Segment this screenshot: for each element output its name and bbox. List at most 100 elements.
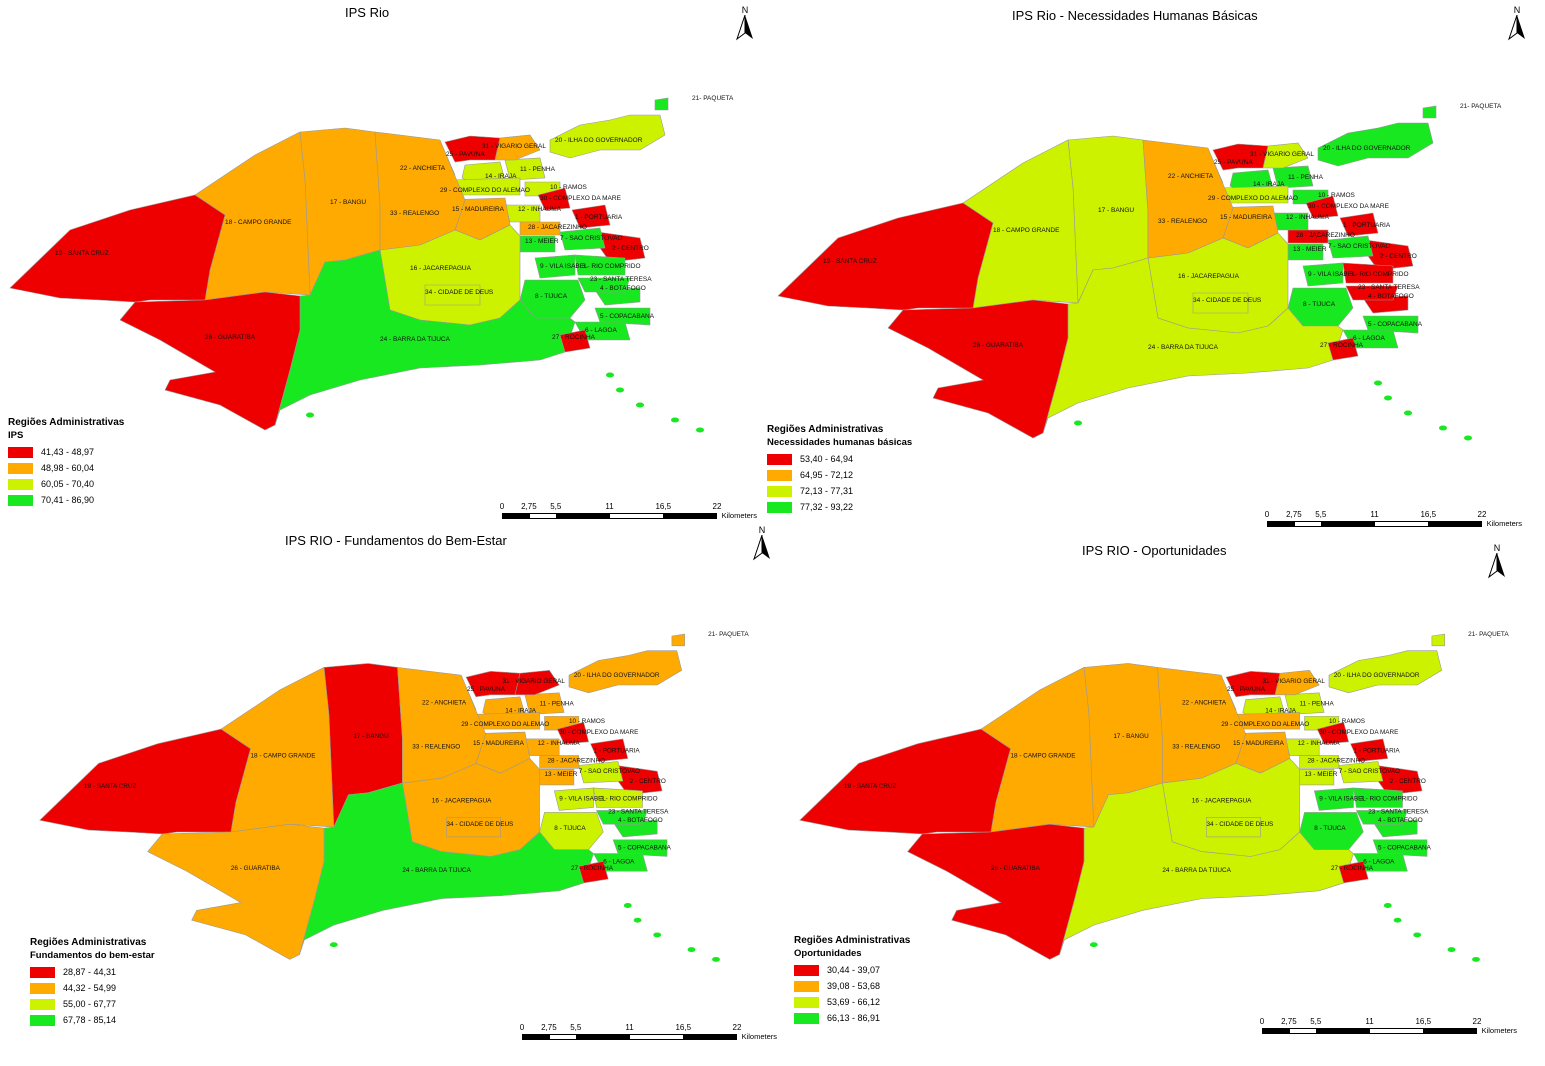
- scale-unit: Kilometers: [721, 511, 757, 520]
- region-label-3: 3 - RIO COMPRIDO: [582, 263, 641, 270]
- region-7: [1327, 235, 1374, 259]
- region-label-19: 19 - SANTA CRUZ: [84, 783, 137, 790]
- scale-tick: 16,5: [675, 1023, 692, 1032]
- region-label-17: 17 - BANGU: [1098, 207, 1134, 214]
- island-5: [623, 903, 632, 908]
- region-label-29: 29 - COMPLEXO DO ALEMAO: [440, 187, 530, 194]
- north-arrow-icon: N: [735, 5, 755, 46]
- region-label-13: 13 - MEIER: [1293, 246, 1327, 253]
- island-5: [1383, 903, 1392, 908]
- legend-item: 77,32 - 93,22: [767, 499, 912, 515]
- island-0: [1393, 917, 1402, 923]
- legend-swatch: [767, 453, 792, 465]
- region-label-23: 23 - SANTA TERESA: [1368, 808, 1429, 815]
- legend-label: 53,69 - 66,12: [827, 997, 881, 1007]
- region-label-25: 25 - PAVUNA: [446, 151, 485, 158]
- island-3: [712, 956, 720, 962]
- region-label-4: 4 - BOTAFOGO: [618, 817, 663, 824]
- region-label-11: 11 - PENHA: [1300, 701, 1335, 708]
- region-19: [777, 202, 994, 311]
- legend-item: 44,32 - 54,99: [30, 980, 155, 996]
- region-label-2: 2 - CENTRO: [1380, 253, 1417, 260]
- scale-tick: 22: [1472, 1017, 1482, 1026]
- legend-subtitle: IPS: [8, 430, 24, 441]
- region-label-23: 23 - SANTA TERESA: [1358, 284, 1420, 291]
- region-9: [1313, 787, 1354, 811]
- region-label-5: 5 - COPACABANA: [1378, 845, 1432, 852]
- region-label-30: 30 - COMPLEXO DA MARE: [1308, 203, 1390, 210]
- map-panel-necessidades: IPS Rio - Necessidades Humanas Básicas N 1…: [767, 0, 1544, 533]
- legend-item: 39,08 - 53,68: [794, 978, 910, 994]
- island-2: [671, 417, 679, 423]
- region-5: [1372, 839, 1428, 857]
- region-label-14: 14 - IRAJA: [485, 173, 517, 180]
- region-label-19: 19 - SANTA CRUZ: [823, 258, 877, 265]
- island-2: [687, 947, 696, 953]
- region-label-25: 25 - PAVUNA: [1227, 686, 1266, 693]
- region-3: [593, 787, 643, 808]
- map-panel-ips: IPS Rio N 19 - SANTA CRUZ 26 - GUARATIBA 18 …: [0, 0, 772, 533]
- legend-item: 55,00 - 67,77: [30, 996, 155, 1012]
- island-0: [1384, 395, 1392, 401]
- region-27: [1338, 861, 1369, 884]
- region-label-14: 14 - IRAJA: [1265, 707, 1297, 714]
- island-4: [1089, 942, 1098, 948]
- region-label-20: 20 - ILHA DO GOVERNADOR: [574, 672, 660, 679]
- region-label-8: 8 - TIJUCA: [1303, 301, 1336, 308]
- region-label-28: 28 - JACAREZINHO: [1296, 232, 1355, 239]
- region-1: [590, 738, 629, 762]
- region-label-14: 14 - IRAJA: [505, 707, 537, 714]
- scale-bar: 0 2,75 5,5 11 16,5 22 Kilometers: [500, 502, 757, 526]
- region-label-22: 22 - ANCHIETA: [400, 165, 446, 172]
- legend-swatch: [794, 1012, 819, 1024]
- region-label-5: 5 - COPACABANA: [618, 845, 672, 852]
- region-label-10: 10 - RAMOS: [1329, 718, 1365, 725]
- region-7: [1338, 761, 1384, 784]
- region-26: [887, 299, 1069, 439]
- map-panel-fundamentos: IPS RIO - Fundamentos do Bem-Estar N 19 - …: [0, 525, 777, 1066]
- legend-swatch: [30, 1014, 55, 1026]
- region-label-22: 22 - ANCHIETA: [1168, 173, 1214, 180]
- region-label-24: 24 - BARRA DA TIJUCA: [402, 867, 471, 874]
- region-23: [577, 277, 631, 293]
- region-26: [119, 291, 301, 431]
- region-label-21: 21- PAQUETA: [1460, 103, 1502, 110]
- region-label-6: 6 - LAGOA: [585, 327, 617, 334]
- map-legend: Regiões Administrativas Fundamentos do be…: [30, 937, 155, 1028]
- region-label-16: 16 - JACAREPAGUA: [1192, 798, 1252, 805]
- island-0: [616, 387, 624, 393]
- region-label-10: 10 - RAMOS: [569, 718, 605, 725]
- legend-swatch: [30, 982, 55, 994]
- region-label-7: 7 - SAO CRISTOVAO: [579, 768, 640, 775]
- north-arrow-icon: N: [1507, 5, 1527, 46]
- scale-tick: 11: [605, 502, 614, 511]
- region-label-28: 28 - JACAREZINHO: [547, 757, 605, 764]
- region-7: [578, 761, 624, 784]
- legend-label: 60,05 - 70,40: [41, 479, 95, 489]
- region-label-20: 20 - ILHA DO GOVERNADOR: [1323, 145, 1411, 152]
- region-label-23: 23 - SANTA TERESA: [590, 276, 652, 283]
- region-label-18: 18 - CAMPO GRANDE: [1011, 753, 1076, 760]
- region-label-30: 30 - COMPLEXO DA MARE: [559, 729, 638, 736]
- legend-item: 64,95 - 72,12: [767, 467, 912, 483]
- region-27: [578, 861, 609, 884]
- region-label-13: 13 - MEIER: [545, 771, 578, 778]
- legend-label: 53,40 - 64,94: [800, 454, 854, 464]
- legend-item: 70,41 - 86,90: [8, 492, 124, 508]
- region-9: [534, 254, 576, 279]
- region-label-26: 26 - GUARATIBA: [991, 865, 1041, 872]
- region-label-2: 2 - CENTRO: [630, 778, 666, 785]
- region-11: [524, 692, 565, 715]
- region-label-20: 20 - ILHA DO GOVERNADOR: [555, 137, 643, 144]
- region-label-7: 7 - SAO CRISTOVAO: [560, 235, 623, 242]
- legend-label: 70,41 - 86,90: [41, 495, 95, 505]
- scale-tick: 0: [1264, 510, 1270, 519]
- scale-tick: 0: [1259, 1017, 1265, 1026]
- legend-label: 64,95 - 72,12: [800, 470, 854, 480]
- region-label-28: 28 - JACAREZINHO: [1307, 757, 1365, 764]
- region-30: [1305, 195, 1339, 219]
- legend-swatch: [794, 980, 819, 992]
- map-legend: Regiões Administrativas Necessidades huma…: [767, 424, 912, 515]
- region-label-30: 30 - COMPLEXO DA MARE: [540, 195, 622, 202]
- region-23: [1345, 285, 1399, 301]
